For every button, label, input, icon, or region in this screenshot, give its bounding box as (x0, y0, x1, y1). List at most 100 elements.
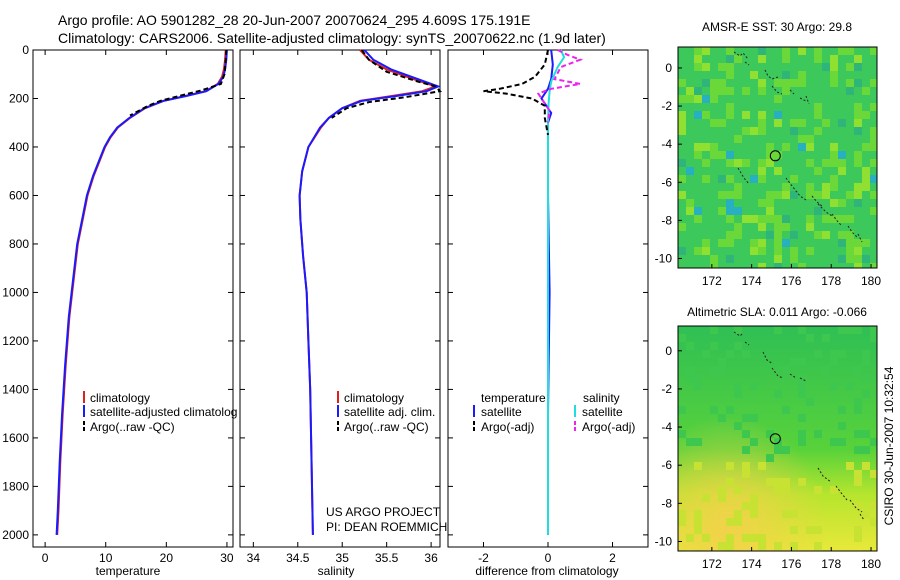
map-cell (726, 199, 734, 207)
map-cell (726, 231, 734, 239)
map-cell (814, 430, 822, 438)
map-cell (686, 95, 694, 103)
map-cell (766, 215, 774, 223)
map-cell (830, 358, 838, 366)
legend-label-temp-argo: Argo(-adj) (481, 420, 534, 434)
map-cell (734, 326, 742, 334)
map-cell (782, 191, 790, 199)
map-cell (734, 223, 742, 231)
map-cell (830, 183, 838, 191)
map-cell (758, 167, 766, 175)
map-y-tick-label: -8 (661, 496, 672, 510)
y-tick-label: 0 (22, 43, 29, 57)
map-cell (814, 127, 822, 135)
figure-title-line2: Climatology: CARS2006. Satellite-adjuste… (58, 30, 606, 46)
map-cell (854, 430, 862, 438)
map-cell (718, 366, 726, 374)
map-cell (734, 342, 742, 350)
x-tick-label: 36 (424, 551, 438, 565)
map-cell (806, 223, 814, 231)
map-cell (726, 542, 734, 550)
map-cell (718, 542, 726, 550)
map-cell (774, 478, 782, 486)
map-cell (782, 510, 790, 518)
map-cell (718, 486, 726, 494)
map-cell (758, 55, 766, 63)
map-cell (782, 406, 790, 414)
legend-label-argo: Argo(..raw -QC) (344, 420, 429, 434)
sla-coastline (733, 331, 865, 521)
sst-map-ticks: 172 174 176 178 180 0 -2 -4 -6 -8 -10 (655, 61, 882, 288)
salinity-ticks: 34 34.5 35 35.5 36 (240, 49, 440, 565)
map-cell (846, 87, 854, 95)
map-cell (854, 502, 862, 510)
map-cell (710, 263, 718, 268)
map-cell (678, 175, 686, 183)
map-y-tick-label: -10 (655, 251, 673, 265)
legend-label-satellite: satellite-adjusted climatolog (90, 405, 237, 419)
map-cell (702, 534, 710, 542)
map-cell (854, 119, 862, 127)
series-satellite-adj-clim- (298, 49, 441, 535)
map-cell (750, 534, 758, 542)
map-cell (734, 518, 742, 526)
map-cell (854, 470, 862, 478)
map-cell (726, 215, 734, 223)
map-cell (742, 430, 750, 438)
map-cell (846, 231, 854, 239)
map-cell (678, 79, 686, 87)
map-cell (694, 247, 702, 255)
map-cell (742, 127, 750, 135)
figure-title-line1: Argo profile: AO 5901282_28 20-Jun-2007 … (58, 12, 531, 28)
map-cell (678, 510, 686, 518)
map-cell (694, 510, 702, 518)
map-x-tick-label: 172 (702, 274, 722, 288)
map-cell (750, 239, 758, 247)
map-cell (870, 143, 877, 151)
map-cell (702, 79, 710, 87)
sst-map-title: AMSR-E SST: 30 Argo: 29.8 (702, 20, 852, 34)
map-cell (694, 63, 702, 71)
map-cell (862, 358, 870, 366)
map-cell (798, 47, 806, 55)
map-cell (758, 111, 766, 119)
map-cell (710, 119, 718, 127)
map-cell (678, 430, 686, 438)
map-cell (774, 79, 782, 87)
map-cell (734, 207, 742, 215)
map-cell (758, 119, 766, 127)
y-tick-label: 200 (9, 91, 29, 105)
map-cell (702, 95, 710, 103)
map-cell (862, 239, 870, 247)
map-x-tick-label: 178 (821, 557, 841, 571)
map-cell (782, 47, 790, 55)
map-cell (846, 382, 854, 390)
map-cell (814, 486, 822, 494)
map-cell (854, 55, 862, 63)
map-cell (726, 191, 734, 199)
map-cell (846, 63, 854, 71)
map-cell (734, 135, 742, 143)
map-cell (790, 255, 798, 263)
map-cell (718, 494, 726, 502)
map-cell (830, 55, 838, 63)
legend-label-sal-argo: Argo(-adj) (582, 420, 635, 434)
map-cell (710, 366, 718, 374)
map-cell (726, 534, 734, 542)
map-cell (766, 159, 774, 167)
map-cell (838, 350, 846, 358)
salinity-series (298, 49, 442, 535)
series-temperature-argo-adj- (483, 49, 549, 136)
map-cell (726, 255, 734, 263)
map-cell (822, 159, 830, 167)
map-cell (774, 255, 782, 263)
map-cell (854, 111, 862, 119)
map-cell (726, 406, 734, 414)
map-cell (814, 55, 822, 63)
map-cell (702, 247, 710, 255)
map-cell (846, 255, 854, 263)
map-cell (686, 167, 694, 175)
map-cell (854, 263, 862, 268)
map-cell (862, 390, 870, 398)
map-cell (798, 119, 806, 127)
